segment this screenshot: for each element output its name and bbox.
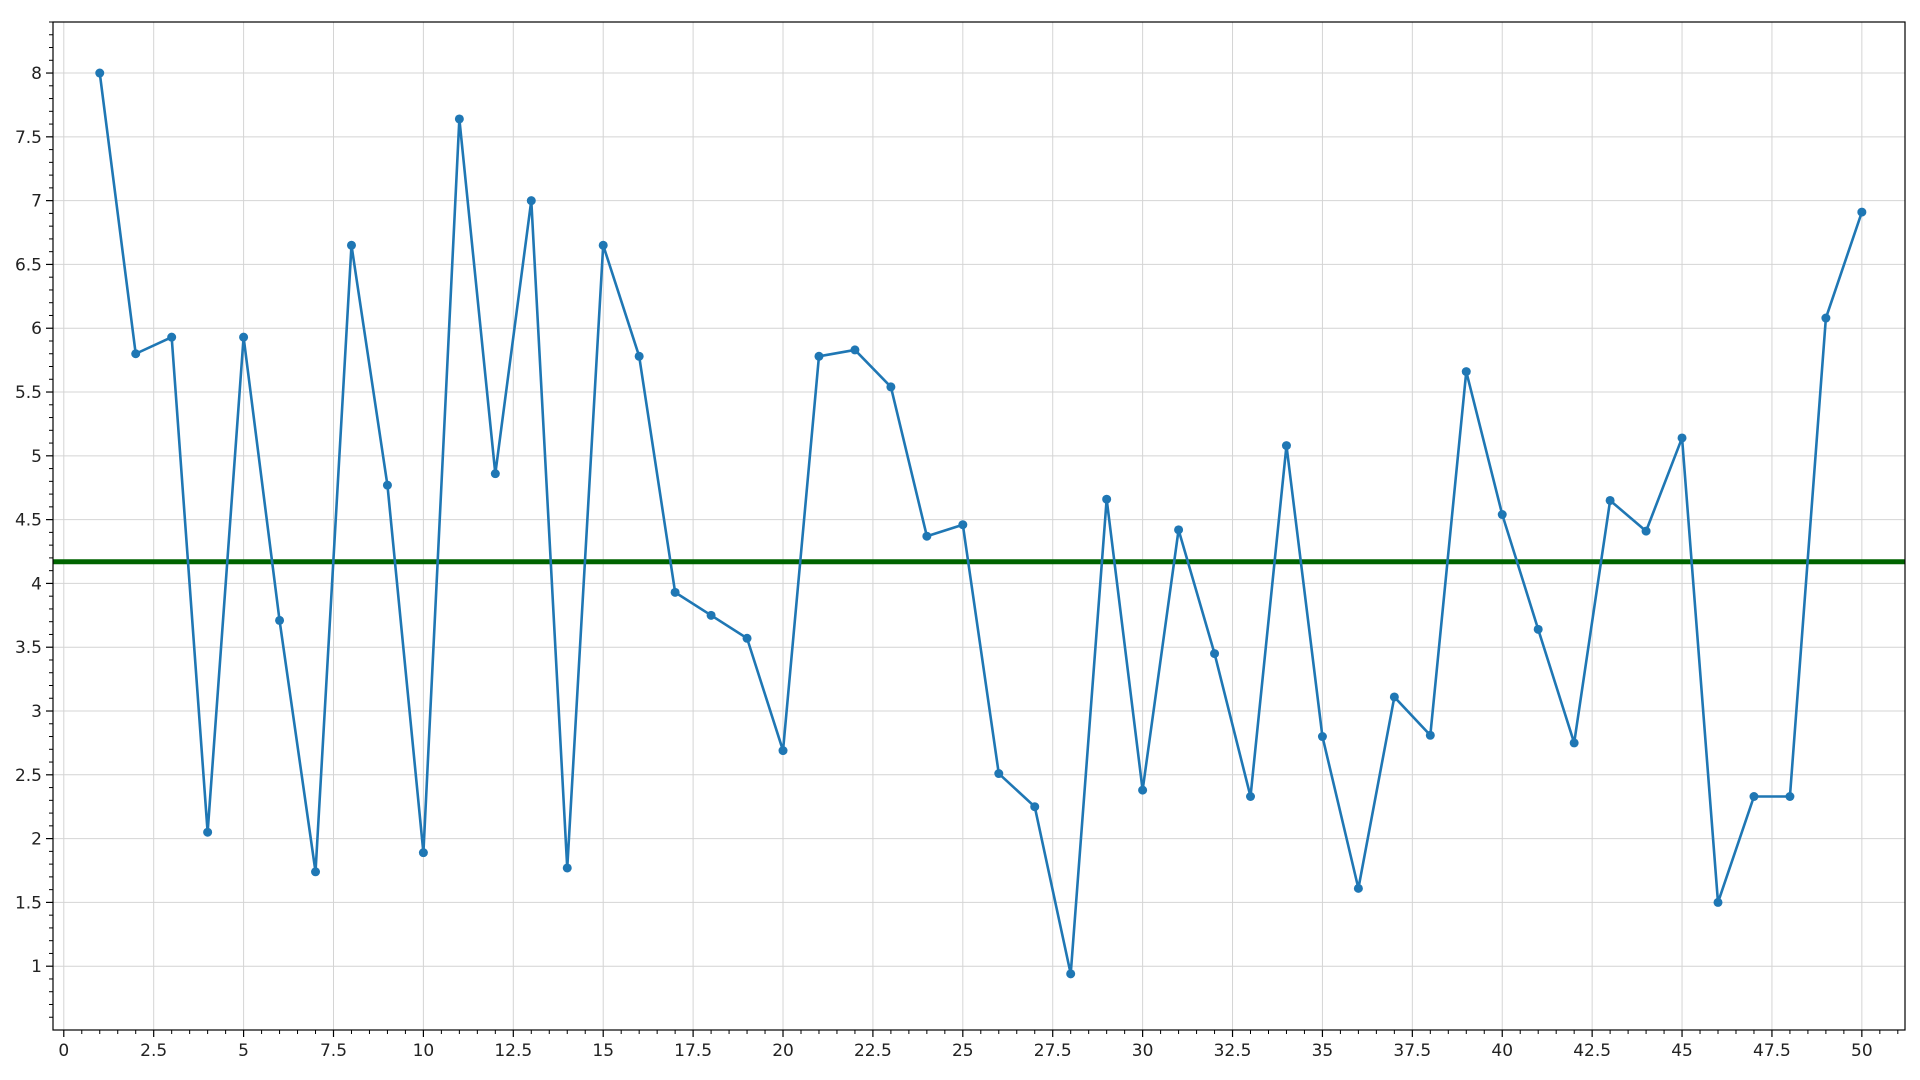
data-point	[454, 114, 464, 124]
data-point	[1461, 367, 1471, 377]
x-tick-label: 10	[413, 1041, 435, 1061]
data-point	[275, 615, 285, 625]
data-point	[1533, 624, 1543, 634]
data-point	[1821, 313, 1831, 323]
y-tick-labels: 1 1.5 2 2.5 3 3.5 4 4.5 5 5.5 6 6.5 7 7.5 8	[15, 64, 42, 977]
data-point	[1497, 510, 1507, 520]
series-line	[98, 72, 1864, 976]
x-tick-label: 17.5	[674, 1041, 712, 1061]
x-tick-label: 15	[592, 1041, 614, 1061]
plot-frame	[52, 21, 1906, 1031]
data-point	[490, 469, 500, 479]
x-tick-label: 7.5	[320, 1041, 347, 1061]
x-tick-label: 40	[1491, 1041, 1513, 1061]
x-tick-label: 20	[772, 1041, 794, 1061]
data-point	[886, 382, 896, 392]
data-point	[994, 769, 1004, 779]
data-point	[382, 480, 392, 490]
data-point	[1102, 494, 1112, 504]
y-tick-label: 7.5	[15, 128, 42, 148]
x-tick-label: 27.5	[1034, 1041, 1072, 1061]
data-point	[418, 848, 428, 858]
y-tick-label: 1	[31, 957, 42, 977]
data-point	[1857, 207, 1867, 217]
y-tick-label: 1.5	[15, 893, 42, 913]
x-tick-label: 35	[1312, 1041, 1334, 1061]
series-group	[95, 68, 1867, 979]
y-tick-label: 2.5	[15, 766, 42, 786]
data-point	[670, 587, 680, 597]
data-point	[1281, 441, 1291, 451]
x-tick-label: 37.5	[1393, 1041, 1431, 1061]
data-point	[239, 332, 249, 342]
data-point	[1210, 649, 1220, 659]
data-point	[814, 351, 824, 361]
data-point	[1246, 792, 1256, 802]
data-point	[346, 240, 356, 250]
data-point	[1569, 738, 1579, 748]
x-tick-label: 50	[1851, 1041, 1873, 1061]
data-point	[1138, 785, 1148, 795]
data-point	[598, 240, 608, 250]
x-tick-labels: 0 2.5 5 7.5 10 12.5 15 17.5 20 22.5 25 27.5 30 32.5 35…	[58, 1041, 1872, 1061]
data-point	[1713, 897, 1723, 907]
y-tick-label: 4.5	[15, 511, 42, 531]
x-tick-label: 0	[58, 1041, 69, 1061]
data-point	[1785, 792, 1795, 802]
data-point	[634, 351, 644, 361]
data-point	[1030, 802, 1040, 812]
x-tick-label: 5	[238, 1041, 249, 1061]
y-tick-label: 6.5	[15, 255, 42, 275]
data-point	[1317, 732, 1327, 742]
data-point	[1174, 525, 1184, 535]
data-point	[311, 867, 321, 877]
data-point	[1749, 792, 1759, 802]
data-point	[1605, 495, 1615, 505]
x-tick-label: 2.5	[140, 1041, 167, 1061]
y-tick-label: 5.5	[15, 383, 42, 403]
x-tick-label: 42.5	[1573, 1041, 1611, 1061]
major-ticks	[46, 72, 1863, 1037]
data-point	[1353, 883, 1363, 893]
y-tick-label: 6	[31, 319, 42, 339]
grid	[53, 22, 1905, 1030]
data-point	[1425, 730, 1435, 740]
x-tick-label: 30	[1132, 1041, 1154, 1061]
data-point	[778, 746, 788, 756]
data-point	[203, 827, 213, 837]
y-tick-label: 8	[31, 64, 42, 84]
minor-ticks	[49, 21, 1899, 1034]
data-point	[706, 610, 716, 620]
data-point	[922, 531, 932, 541]
y-tick-label: 5	[31, 447, 42, 467]
data-point	[95, 68, 105, 78]
y-tick-label: 7	[31, 192, 42, 212]
y-tick-label: 2	[31, 830, 42, 850]
x-tick-label: 45	[1671, 1041, 1693, 1061]
data-point	[1389, 692, 1399, 702]
x-tick-label: 12.5	[494, 1041, 532, 1061]
data-point	[850, 345, 860, 355]
y-tick-label: 4	[31, 574, 42, 594]
data-point	[1677, 433, 1687, 443]
x-tick-label: 22.5	[854, 1041, 892, 1061]
data-point	[742, 633, 752, 643]
y-tick-label: 3	[31, 702, 42, 722]
data-point	[958, 520, 968, 530]
data-point	[562, 863, 572, 873]
data-point	[167, 332, 177, 342]
y-tick-label: 3.5	[15, 638, 42, 658]
data-point	[526, 196, 536, 206]
data-point	[1066, 969, 1076, 979]
x-tick-label: 47.5	[1753, 1041, 1791, 1061]
x-tick-label: 25	[952, 1041, 974, 1061]
data-point	[1641, 526, 1651, 536]
x-tick-label: 32.5	[1214, 1041, 1252, 1061]
data-point	[131, 349, 141, 359]
